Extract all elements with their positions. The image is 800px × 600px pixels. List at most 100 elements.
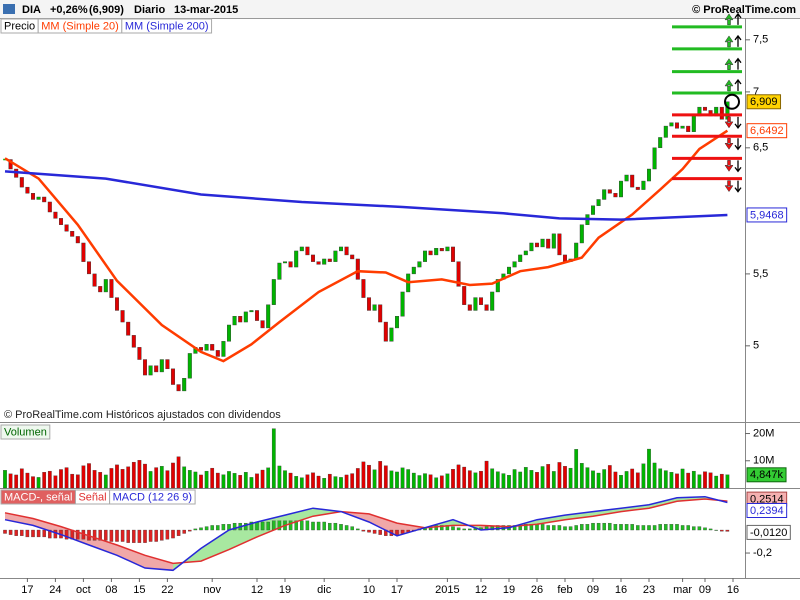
volume-bar (70, 473, 75, 489)
x-tick-label: 2015 (435, 584, 459, 596)
macd-histogram (221, 524, 226, 531)
volume-bar (719, 473, 724, 489)
candle (602, 189, 607, 200)
volume-bar (523, 467, 528, 489)
volume-bar (350, 473, 355, 489)
volume-bar (686, 472, 691, 489)
legend-item: MACD (12 26 9) (113, 491, 192, 503)
last-price: (6,909) (89, 4, 124, 16)
volume-bar (344, 474, 349, 489)
volume-bar (518, 471, 523, 489)
volume-bar (260, 469, 265, 489)
candle (423, 250, 428, 262)
volume-bar (232, 473, 237, 489)
macd-histogram (658, 524, 662, 531)
level-arrow (724, 13, 734, 26)
macd-histogram (714, 529, 718, 531)
volume-bar (383, 465, 388, 489)
volume-bar (411, 472, 416, 489)
candle (126, 321, 131, 336)
volume-bar (81, 465, 86, 489)
candle (103, 279, 108, 293)
x-tick-label: 24 (49, 584, 61, 596)
macd-histogram (64, 529, 69, 540)
macd-fill (565, 511, 593, 520)
macd-histogram (104, 529, 108, 541)
volume-bar (333, 476, 338, 489)
label-box (746, 207, 788, 223)
macd-histogram (137, 529, 142, 543)
macd-histogram (708, 528, 713, 531)
macd-histogram (255, 521, 259, 531)
volume-bar (271, 428, 276, 489)
candle (238, 316, 243, 323)
macd-histogram (53, 529, 58, 539)
macd-histogram (524, 524, 528, 531)
volume-bar (675, 473, 679, 489)
candle (439, 248, 444, 252)
candle (64, 224, 69, 232)
macd-histogram (557, 525, 562, 531)
macd-fill (537, 515, 565, 525)
legend-item: MACD-, señal (4, 491, 72, 503)
candle (137, 347, 142, 360)
candle (658, 137, 663, 149)
candle (652, 147, 657, 170)
symbol: DIA (22, 4, 41, 16)
volume-bar (708, 472, 713, 489)
macd-histogram (193, 528, 198, 531)
volume-bar (467, 470, 472, 489)
volume-bar (456, 464, 461, 489)
macd-histogram (188, 529, 192, 532)
candle (204, 344, 209, 351)
macd-fill (649, 497, 677, 509)
label-box (746, 94, 782, 110)
candle (613, 193, 618, 198)
volume-bar (249, 477, 254, 489)
macd-histogram (171, 529, 175, 539)
macd-histogram (613, 524, 618, 531)
volume-bar (439, 475, 444, 489)
candle (159, 359, 164, 373)
volume-bar (714, 475, 719, 489)
volume-bar (462, 466, 467, 489)
candle (411, 266, 416, 275)
macd-histogram (76, 529, 80, 540)
x-tick-label: 15 (133, 584, 145, 596)
volume-bar (663, 470, 668, 489)
candle (372, 304, 377, 311)
y-tick-label: 6,5 (753, 142, 768, 154)
candle (703, 106, 708, 111)
volume-bar (635, 472, 640, 489)
macd-histogram (143, 529, 147, 543)
x-tick-label: 10 (363, 584, 375, 596)
candle (271, 279, 276, 305)
x-tick-label: 19 (279, 584, 291, 596)
candle (686, 125, 691, 132)
volume-bar (19, 468, 24, 489)
volume-bar (143, 463, 147, 489)
macd-histogram (328, 522, 332, 531)
macd-line (4, 498, 728, 565)
volume-bar (406, 469, 411, 489)
volume-bar (613, 471, 618, 489)
candle (210, 344, 215, 351)
volume-bar (378, 461, 383, 489)
candle (154, 365, 159, 373)
macd-histogram (42, 529, 46, 538)
x-tick-label: 19 (503, 584, 515, 596)
macd-histogram (232, 522, 237, 531)
macd-histogram (641, 525, 646, 531)
level-arrow-black (734, 160, 742, 173)
candle (59, 218, 64, 225)
candle (551, 233, 556, 249)
candle (647, 168, 652, 182)
macd-histogram (249, 521, 254, 531)
macd-histogram (400, 529, 405, 534)
volume-bar (579, 463, 584, 489)
y-tick-label: 7,5 (753, 34, 768, 46)
volume-bar (602, 469, 607, 489)
y-tick-label: 10M (753, 455, 774, 467)
last-value: 4,847k (750, 469, 784, 481)
volume-bar (389, 470, 394, 489)
